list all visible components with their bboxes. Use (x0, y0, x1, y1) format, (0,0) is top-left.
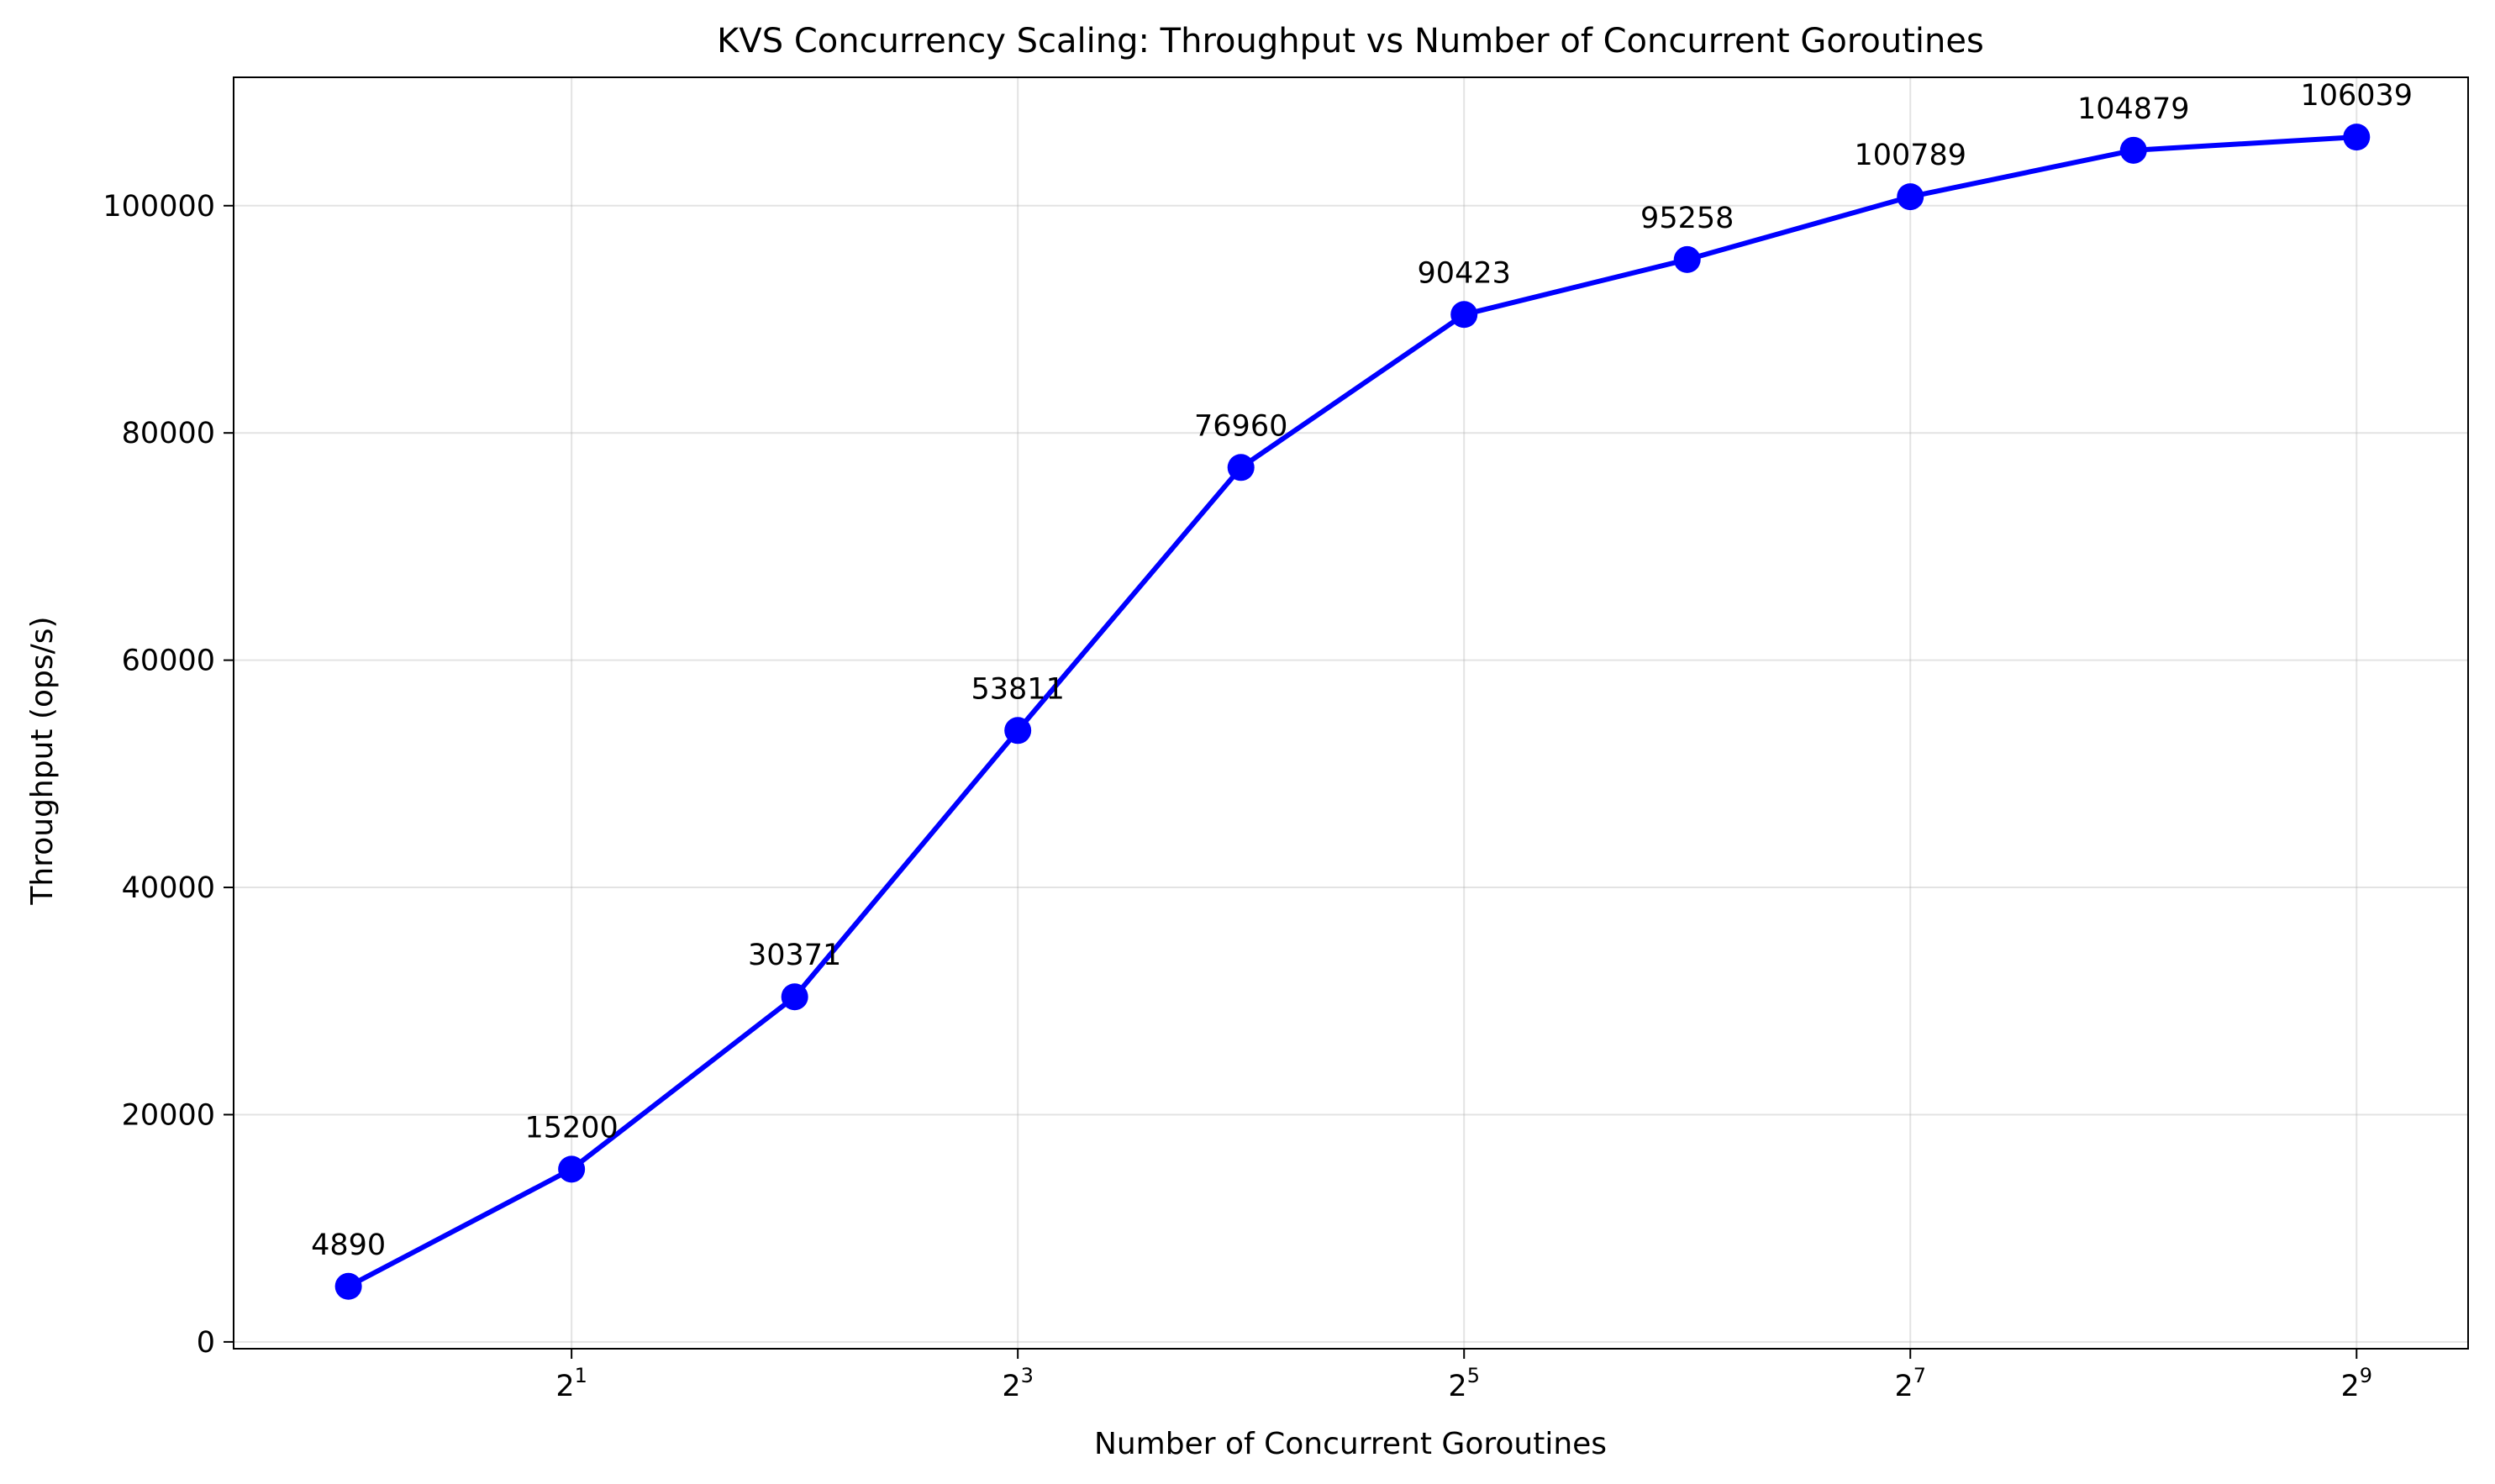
data-point (334, 1272, 362, 1300)
data-label: 4890 (311, 1229, 386, 1262)
series-line (345, 134, 2360, 1289)
data-label: 100789 (1854, 139, 1966, 172)
data-point (558, 1155, 586, 1183)
x-tick-label: 21 (555, 1364, 587, 1403)
y-tick-label: 100000 (103, 190, 215, 224)
y-tick-label: 60000 (122, 645, 215, 678)
x-tick-label: 27 (1894, 1364, 1926, 1403)
x-axis-label: Number of Concurrent Goroutines (1094, 1427, 1607, 1461)
data-point (2119, 136, 2147, 164)
plot-frame (233, 76, 2469, 1350)
data-label: 95258 (1640, 202, 1734, 235)
x-tick-label: 29 (2341, 1364, 2373, 1403)
data-label: 104879 (2077, 92, 2190, 126)
x-axis-ticks: 21 23 25 27 29 (555, 1349, 2372, 1403)
data-point (1673, 245, 1701, 273)
data-point (781, 983, 808, 1011)
data-label: 106039 (2300, 79, 2413, 113)
data-label: 30371 (748, 939, 841, 972)
y-tick-label: 80000 (122, 417, 215, 450)
data-label: 76960 (1194, 409, 1287, 443)
data-point (2343, 124, 2371, 151)
chart-title: KVS Concurrency Scaling: Throughput vs N… (717, 22, 1984, 61)
data-labels: 4890 15200 30371 53811 76960 90423 95258 100789… (311, 79, 2413, 1262)
grid (234, 77, 2468, 1349)
data-label: 90423 (1418, 256, 1511, 290)
data-label: 15200 (524, 1111, 618, 1145)
series-line-layer (345, 134, 2360, 1289)
data-point (1227, 454, 1255, 482)
y-axis-label: Throughput (ops/s) (25, 616, 60, 905)
y-tick-label: 0 (197, 1326, 215, 1360)
data-point (1450, 301, 1478, 329)
data-point (1004, 717, 1032, 745)
data-label: 53811 (971, 672, 1065, 706)
x-tick-label: 25 (1448, 1364, 1480, 1403)
data-points (334, 124, 2371, 1300)
y-tick-label: 40000 (122, 871, 215, 905)
data-point (1897, 183, 1924, 211)
x-tick-label: 23 (1002, 1364, 1034, 1403)
y-axis-ticks: 0 20000 40000 60000 80000 100000 (103, 190, 234, 1360)
y-tick-label: 20000 (122, 1098, 215, 1132)
